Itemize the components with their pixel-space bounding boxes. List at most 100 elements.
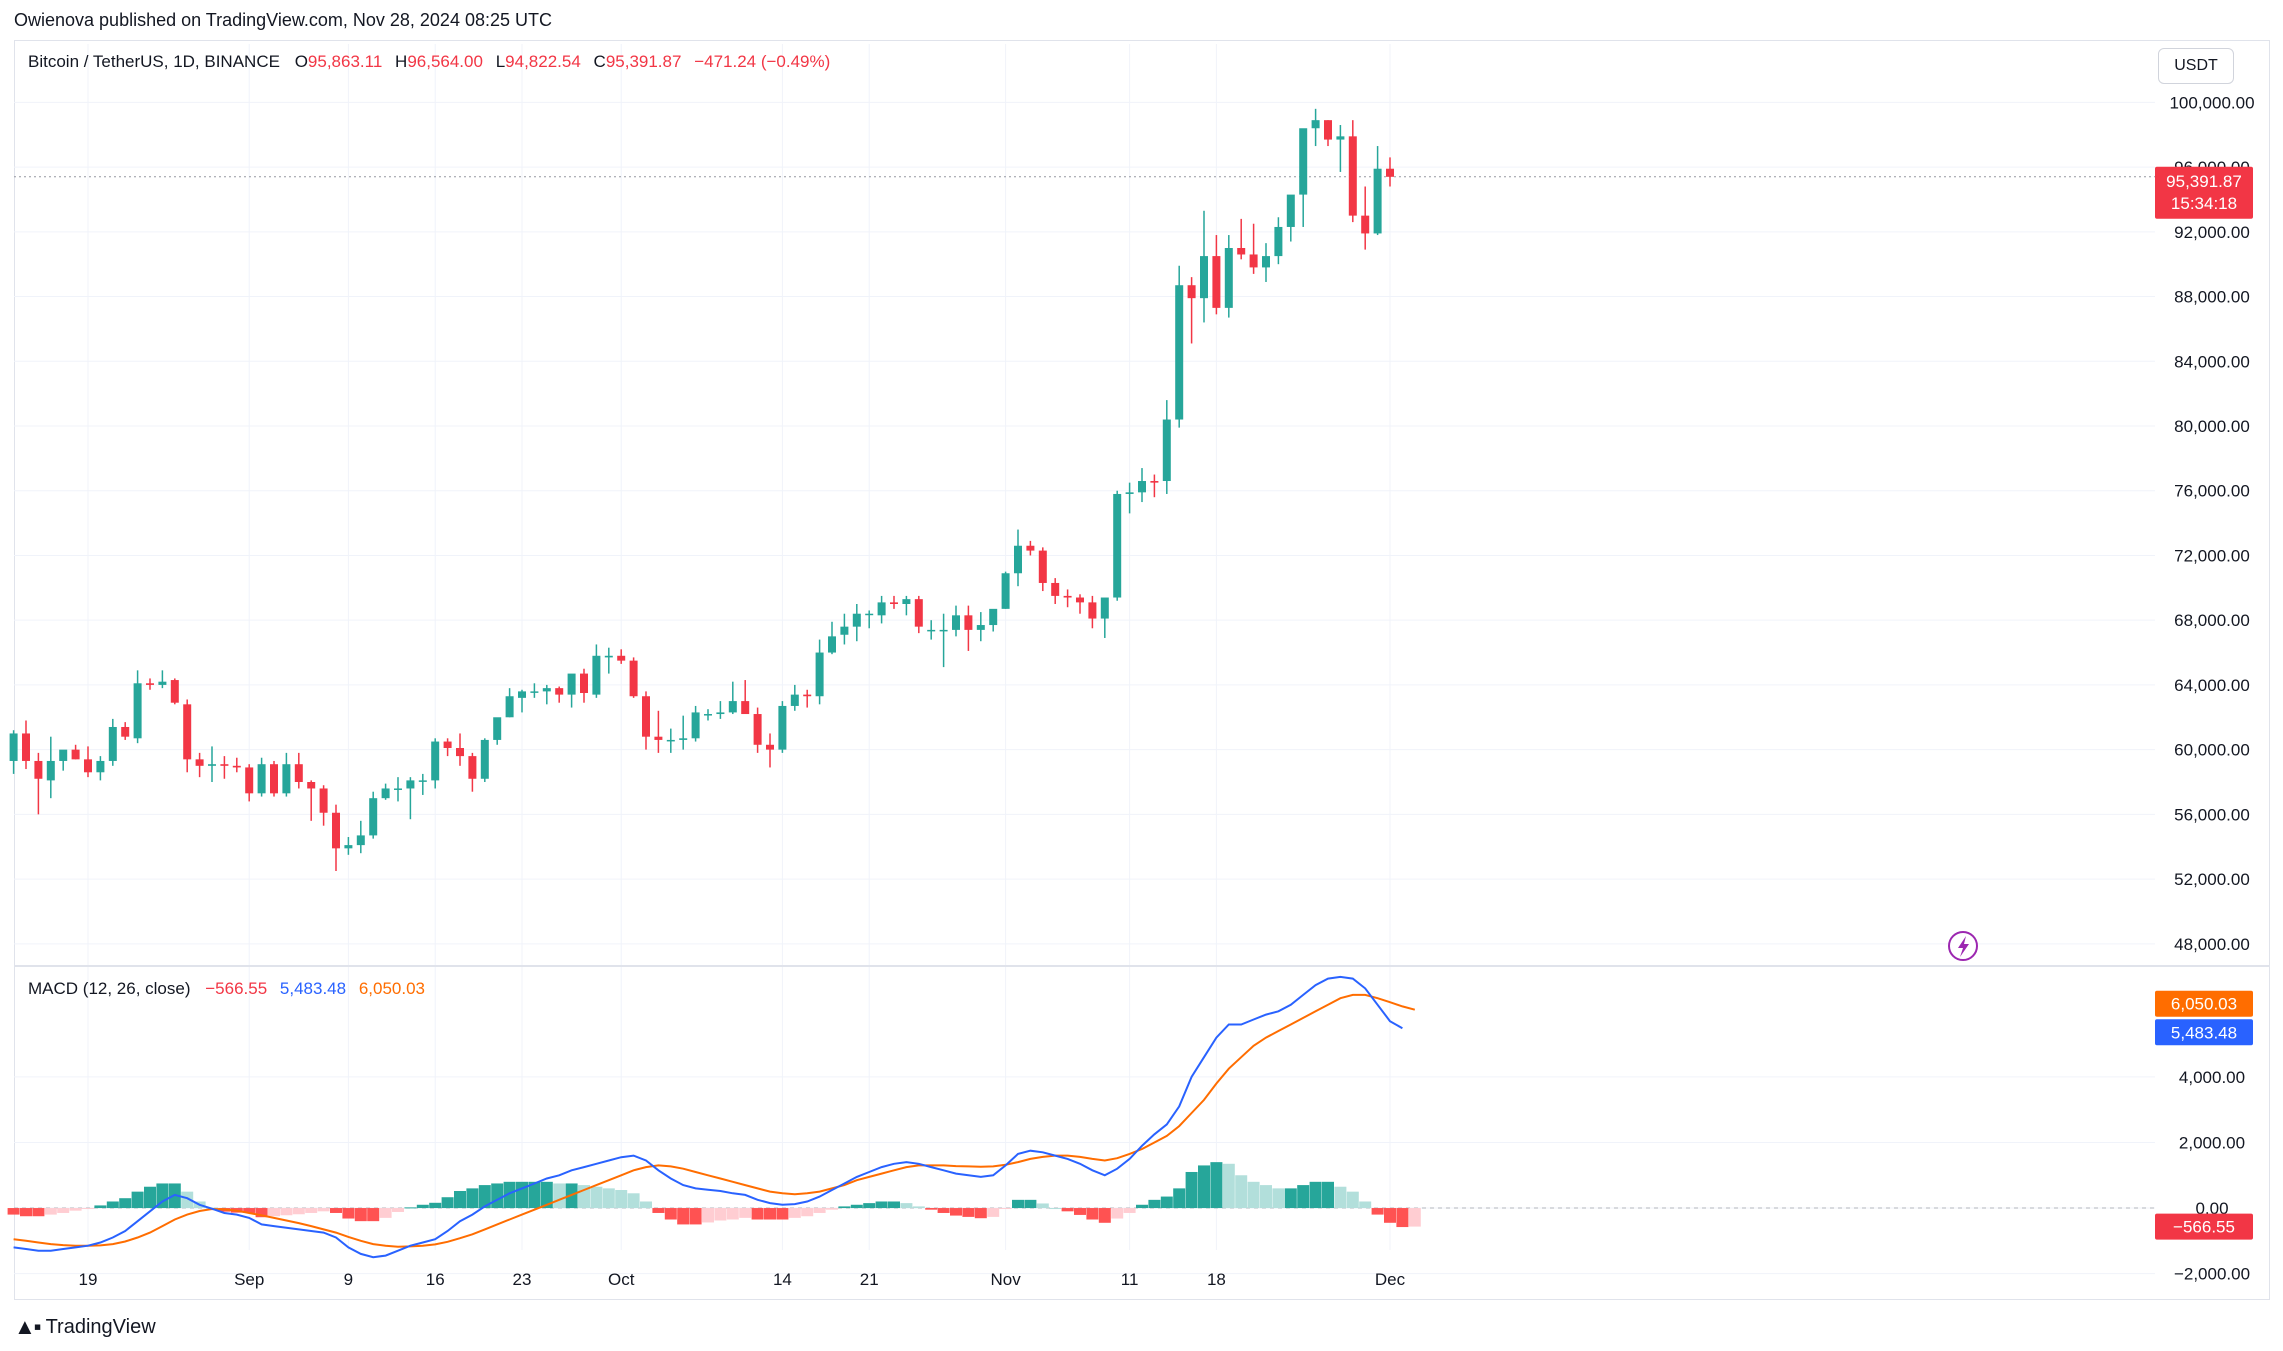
candle-body: [679, 738, 688, 740]
histogram-bar: [44, 1208, 57, 1215]
candle-body: [1076, 597, 1084, 603]
histogram-bar: [1111, 1208, 1124, 1219]
candle-body: [1386, 168, 1394, 177]
candle-body: [96, 760, 105, 773]
candle-body: [1286, 194, 1295, 227]
histogram-bar: [243, 1208, 256, 1213]
candle-body: [282, 764, 291, 794]
histogram-bar: [1210, 1162, 1223, 1209]
histogram-bar: [776, 1208, 789, 1220]
candle-body: [518, 691, 526, 698]
last-price-tag: 95,391.87 15:34:18: [2155, 166, 2253, 219]
candle-body: [146, 683, 154, 685]
histogram-bar: [714, 1208, 727, 1221]
candle-body: [803, 694, 812, 697]
price-tick-label: 64,000.00: [2174, 676, 2250, 695]
candle-body: [46, 760, 55, 781]
histogram-bar: [478, 1185, 491, 1209]
histogram-bar: [1322, 1181, 1334, 1209]
candle-body: [1187, 285, 1196, 299]
candle-body: [108, 726, 117, 761]
macd-tick-label: −2,000.00: [2174, 1265, 2250, 1284]
histogram-bar: [726, 1208, 739, 1220]
candle-body: [592, 655, 601, 695]
time-tick-label: Dec: [1375, 1270, 1406, 1289]
change-value: −471.24 (−0.49%): [694, 52, 831, 71]
time-tick-label: 11: [1121, 1270, 1139, 1289]
histogram-bar: [925, 1208, 938, 1210]
candle-body: [1324, 120, 1332, 140]
price-tick-label: 84,000.00: [2174, 352, 2250, 371]
candle-body: [567, 673, 576, 695]
histogram-bar: [317, 1208, 330, 1212]
histogram-bar: [516, 1181, 528, 1209]
signal-tag: 6,050.03: [2171, 995, 2237, 1014]
candle-body: [158, 681, 167, 685]
currency-button[interactable]: USDT: [2158, 48, 2234, 84]
candle-body: [1361, 215, 1370, 234]
candle-body: [1336, 136, 1345, 140]
close-value: 95,391.87: [605, 52, 682, 71]
macd-title[interactable]: MACD (12, 26, close): [28, 979, 191, 998]
candle-body: [418, 780, 427, 782]
histogram-bar: [1024, 1199, 1037, 1209]
candle-body: [332, 812, 340, 849]
countdown-value: 15:34:18: [2171, 194, 2237, 213]
candle-body: [939, 629, 948, 632]
histogram-bar: [404, 1207, 417, 1209]
histogram-bar: [540, 1181, 553, 1209]
time-tick-label: 16: [426, 1270, 445, 1289]
candle-body: [183, 704, 192, 760]
histogram-bar: [32, 1208, 45, 1217]
histogram-bar: [280, 1208, 293, 1216]
candle-body: [381, 788, 390, 799]
histogram-bar: [1309, 1181, 1322, 1209]
histogram-bar: [1222, 1163, 1235, 1209]
candle-body: [1038, 550, 1047, 583]
candle-body: [852, 613, 861, 627]
histogram-bar: [1359, 1201, 1372, 1209]
candle-body: [828, 636, 836, 653]
candle-body: [1088, 602, 1097, 619]
histogram-bar: [156, 1183, 169, 1209]
brand-name: TradingView: [45, 1315, 156, 1338]
histogram-bar: [429, 1202, 442, 1209]
histogram-bar: [962, 1208, 975, 1217]
macd-tag: 5,483.48: [2171, 1023, 2237, 1042]
histogram-bar: [1036, 1203, 1049, 1209]
lightning-icon[interactable]: [1948, 931, 1978, 961]
symbol-title[interactable]: Bitcoin / TetherUS, 1D, BINANCE: [28, 52, 280, 71]
candle-body: [604, 655, 613, 658]
histogram-bar: [987, 1208, 1000, 1217]
candle-body: [1237, 248, 1246, 255]
candle-body: [493, 717, 502, 740]
histogram-bar: [751, 1208, 764, 1220]
candle-body: [84, 759, 92, 773]
histogram-bar: [764, 1208, 776, 1220]
candle-body: [456, 748, 464, 757]
histogram-bar: [20, 1208, 32, 1217]
candle-body: [22, 733, 30, 761]
candles: [9, 108, 1394, 871]
time-tick-label: Oct: [608, 1270, 635, 1289]
candle-body: [1100, 597, 1109, 619]
price-tick-label: 72,000.00: [2174, 546, 2250, 565]
histogram-bar: [1297, 1185, 1310, 1209]
histogram-bar: [119, 1198, 132, 1209]
histogram-bar: [441, 1197, 454, 1209]
histogram-bar: [826, 1208, 838, 1210]
price-tick-label: 56,000.00: [2174, 805, 2250, 824]
macd-value-tags: 6,050.03 5,483.48 −566.55: [2155, 990, 2253, 1240]
candle-body: [394, 788, 402, 790]
candle-body: [1200, 256, 1208, 299]
candle-body: [1299, 128, 1308, 195]
histogram-bar: [1396, 1208, 1409, 1228]
candle-body: [1274, 226, 1283, 257]
candle-body: [1051, 582, 1060, 596]
histogram-bar: [602, 1188, 615, 1209]
histogram-bar: [392, 1208, 404, 1212]
tradingview-brand: ▲▪ TradingView: [14, 1314, 156, 1340]
candle-body: [902, 599, 911, 604]
candle-body: [1162, 419, 1171, 482]
